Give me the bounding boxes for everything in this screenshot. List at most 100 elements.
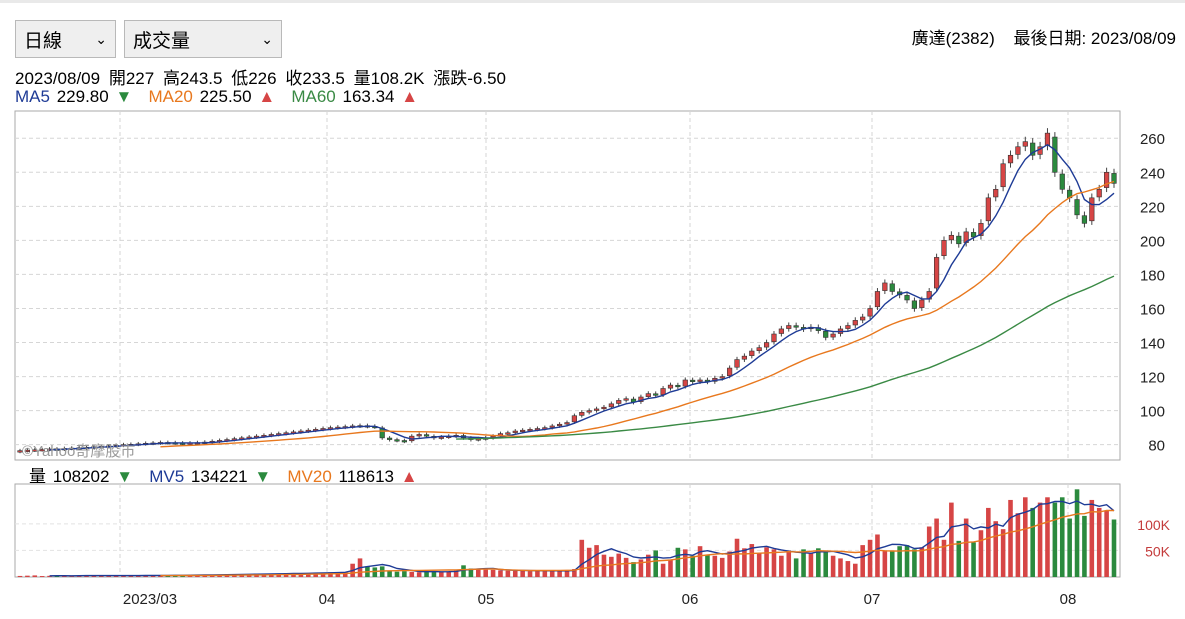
- ma5-label: MA5: [15, 87, 50, 106]
- volume-bar: [1104, 510, 1109, 577]
- x-tick-label: 07: [864, 591, 881, 608]
- volume-bar: [402, 571, 407, 577]
- volume-bar: [897, 546, 902, 577]
- volume-bar: [1096, 507, 1102, 577]
- price-tick-label: 160: [1140, 301, 1165, 318]
- volume-bar: [904, 545, 910, 577]
- candle-body: [1059, 173, 1065, 190]
- volume-bar: [675, 547, 681, 577]
- ma60-value: 163.34: [342, 87, 395, 106]
- candle-body: [387, 437, 393, 440]
- candle-body: [749, 350, 755, 356]
- candle-body: [571, 415, 577, 423]
- price-tick-label: 260: [1140, 131, 1165, 148]
- volume-bar: [39, 576, 45, 577]
- candle-body: [438, 436, 444, 439]
- candle-body: [1022, 141, 1028, 147]
- candle-body: [579, 412, 585, 416]
- volume-bar: [313, 572, 318, 577]
- volume-bar: [106, 575, 111, 577]
- stock-header: 廣達(2382) 最後日期: 2023/08/09: [898, 24, 1176, 49]
- volume-bar: [1067, 518, 1072, 577]
- volume-bar: [808, 552, 814, 577]
- candle-body: [675, 384, 681, 388]
- indicator-select[interactable]: 成交量 ⌄: [124, 20, 282, 58]
- volume-bar: [1037, 502, 1043, 577]
- candle-body: [919, 299, 925, 308]
- ohlc-date: 2023/08/09: [15, 69, 101, 88]
- volume-bar: [47, 575, 52, 577]
- volume-legend: 量 108202 ▼ MV5 134221 ▼ MV20 118613 ▲: [29, 462, 420, 487]
- volume-bar: [1074, 489, 1080, 577]
- volume-bar: [298, 573, 304, 577]
- ma60-line: [456, 275, 1115, 440]
- volume-bar: [1059, 497, 1065, 577]
- volume-bar: [476, 569, 481, 577]
- volume-bar: [852, 563, 858, 577]
- volume-bar: [1030, 507, 1035, 577]
- x-tick-label: 04: [319, 591, 336, 608]
- volume-bar: [17, 575, 23, 577]
- candle-body: [741, 355, 747, 360]
- volume-bar: [453, 570, 459, 577]
- volume-bar: [771, 549, 777, 577]
- volume-bar: [786, 550, 792, 577]
- volume-bar: [527, 571, 533, 577]
- volume-bar: [305, 573, 311, 577]
- price-tick-label: 140: [1140, 336, 1165, 353]
- mv20-label: MV20: [287, 467, 332, 486]
- mv5-value: 134221: [190, 467, 248, 486]
- price-tick-label: 120: [1140, 370, 1165, 387]
- price-tick-label: 100: [1140, 404, 1165, 421]
- volume-bar: [889, 551, 895, 577]
- candle-body: [882, 282, 888, 291]
- candle-body: [948, 234, 954, 241]
- candle-body: [1089, 197, 1095, 222]
- candle-body: [1096, 189, 1102, 198]
- x-tick-label: 08: [1060, 591, 1077, 608]
- top-border: [0, 0, 1185, 3]
- vol-label: 量: [29, 467, 46, 486]
- volume-bar: [1023, 497, 1028, 577]
- candle-body: [24, 449, 30, 452]
- volume-bar: [623, 557, 629, 577]
- candle-body: [520, 429, 526, 433]
- volume-bar: [690, 555, 695, 577]
- candle-body: [1052, 136, 1058, 173]
- candle-body: [727, 367, 733, 377]
- volume-bar: [549, 570, 555, 577]
- volume-bar: [631, 562, 636, 577]
- price-tick-label: 240: [1140, 165, 1165, 182]
- volume-bar: [490, 569, 496, 577]
- price-panel-frame: [14, 110, 1121, 461]
- volume-bar: [557, 571, 562, 577]
- volume-bar: [734, 538, 740, 577]
- period-select[interactable]: 日線 ⌄: [15, 20, 116, 58]
- volume-bar: [978, 530, 984, 577]
- candle-body: [17, 450, 23, 453]
- candle-body: [616, 400, 622, 404]
- volume-bar: [963, 518, 969, 577]
- vol-value: 108202: [52, 467, 110, 486]
- volume-bar: [342, 571, 348, 577]
- ohlc-close: 收233.5: [285, 69, 345, 88]
- price-tick-label: 80: [1148, 438, 1165, 455]
- candle-body: [756, 347, 762, 352]
- candle-body: [512, 430, 518, 433]
- candle-body: [978, 223, 984, 236]
- volume-bar: [749, 544, 755, 577]
- ma20-label: MA20: [148, 87, 193, 106]
- ohlc-high: 高243.5: [162, 69, 223, 88]
- volume-bar: [993, 521, 999, 577]
- volume-bar: [505, 570, 511, 577]
- candle-body: [830, 333, 836, 338]
- candle-body: [564, 422, 570, 425]
- x-tick-label: 06: [682, 591, 699, 608]
- candle-body: [39, 449, 45, 452]
- volume-bar: [372, 567, 378, 577]
- volume-bar: [830, 555, 836, 577]
- volume-bar: [697, 546, 703, 577]
- candle-body: [786, 325, 792, 329]
- x-tick-label: 05: [478, 591, 495, 608]
